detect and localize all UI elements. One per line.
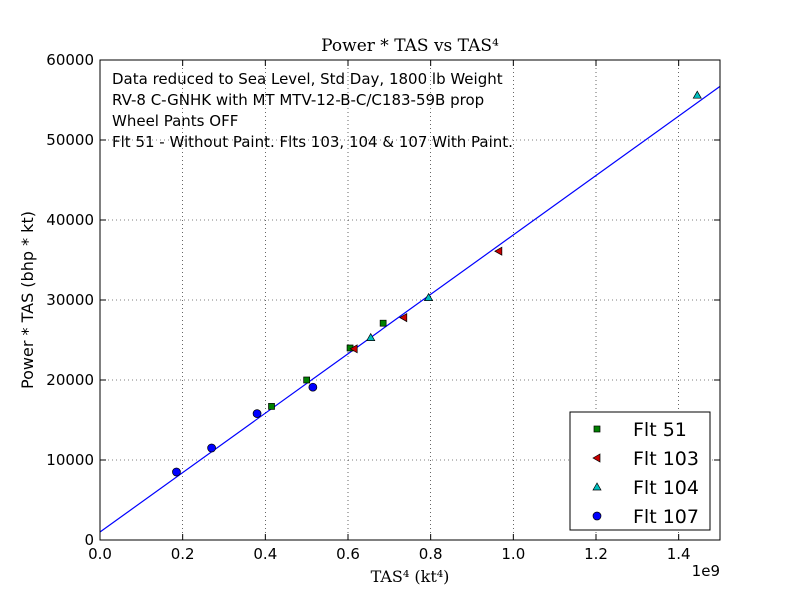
x-tick-label: 0.0 bbox=[88, 545, 112, 563]
x-tick-label: 0.2 bbox=[171, 545, 195, 563]
point-flt-107 bbox=[308, 382, 318, 392]
legend-marker bbox=[592, 511, 602, 521]
x-tick-label: 1.0 bbox=[501, 545, 525, 563]
legend-label: Flt 104 bbox=[633, 477, 699, 499]
annotations: Data reduced to Sea Level, Std Day, 1800… bbox=[112, 70, 513, 151]
fit-line bbox=[100, 85, 720, 533]
axis-ticks: 0.0 0.2 0.4 0.6 0.8 1.0 1.2 1.4 0 10000 20000 30000… bbox=[46, 51, 720, 563]
point-flt-51 bbox=[268, 403, 275, 410]
point-flt-51 bbox=[303, 376, 311, 384]
annotation-line: Wheel Pants OFF bbox=[112, 112, 238, 130]
point-flt-103 bbox=[399, 312, 408, 323]
point-flt-107 bbox=[172, 467, 181, 477]
point-flt-104 bbox=[423, 292, 434, 301]
y-tick-label: 0 bbox=[84, 531, 94, 549]
point-flt-104 bbox=[692, 90, 702, 99]
x-tick-label: 1.2 bbox=[584, 545, 608, 563]
y-tick-label: 10000 bbox=[46, 451, 94, 469]
fit-line-group bbox=[100, 85, 720, 533]
x-tick-label: 0.6 bbox=[336, 545, 360, 563]
legend-marker bbox=[593, 425, 601, 433]
legend-label: Flt 107 bbox=[633, 506, 699, 528]
point-flt-103 bbox=[349, 344, 358, 354]
legend-label: Flt 103 bbox=[633, 448, 699, 470]
point-flt-104 bbox=[366, 332, 376, 341]
x-tick-label: 0.8 bbox=[419, 545, 443, 563]
x-scale-label: 1e9 bbox=[692, 562, 720, 580]
legend-box bbox=[569, 411, 711, 531]
legend-marker bbox=[592, 482, 602, 491]
point-flt-103 bbox=[494, 246, 503, 256]
y-tick-label: 40000 bbox=[46, 211, 94, 229]
legend-label: Flt 51 bbox=[633, 419, 687, 441]
x-tick-label: 0.4 bbox=[253, 545, 277, 563]
annotation-line: Data reduced to Sea Level, Std Day, 1800… bbox=[112, 70, 503, 88]
point-flt-51 bbox=[379, 319, 387, 327]
annotation-line: RV-8 C-GNHK with MT MTV-12-B-C/C183-59B … bbox=[112, 91, 484, 109]
annotation-line: Flt 51 - Without Paint. Flts 103, 104 & … bbox=[112, 133, 513, 151]
y-tick-label: 20000 bbox=[46, 371, 94, 389]
y-tick-label: 30000 bbox=[46, 291, 94, 309]
chart-title: Power * TAS vs TAS⁴ bbox=[321, 36, 499, 56]
data-points bbox=[172, 90, 702, 477]
x-tick-label: 1.4 bbox=[667, 545, 691, 563]
y-axis-label: Power * TAS (bhp * kt) bbox=[18, 211, 37, 389]
legend: Flt 51 Flt 103 Flt 104 Flt 107 bbox=[569, 411, 711, 531]
point-flt-107 bbox=[207, 443, 216, 453]
x-axis-label: TAS⁴ (kt⁴) bbox=[371, 567, 450, 586]
y-tick-label: 60000 bbox=[46, 51, 94, 69]
point-flt-107 bbox=[252, 409, 262, 418]
legend-marker bbox=[592, 453, 601, 463]
y-tick-label: 50000 bbox=[46, 131, 94, 149]
